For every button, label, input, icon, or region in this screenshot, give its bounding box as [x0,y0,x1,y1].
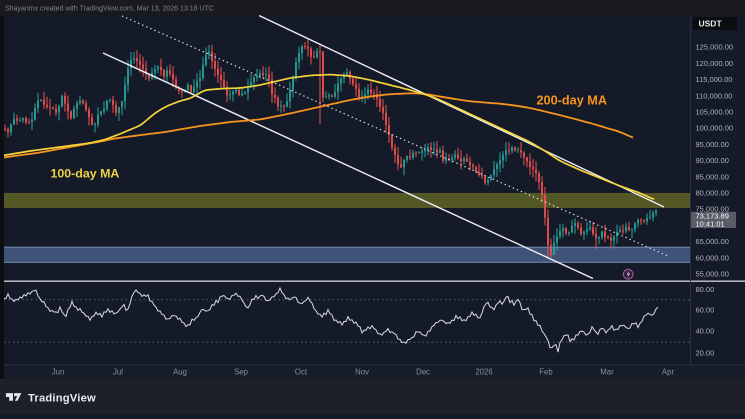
svg-text:105,000.00: 105,000.00 [696,108,734,117]
svg-text:60.00: 60.00 [696,306,715,315]
svg-text:75,000.00: 75,000.00 [696,205,729,214]
svg-text:200-day MA: 200-day MA [537,94,608,108]
svg-text:Apr: Apr [662,367,675,376]
svg-text:2026: 2026 [475,367,492,376]
svg-text:80.00: 80.00 [696,285,715,294]
svg-text:100,000.00: 100,000.00 [696,124,734,133]
svg-text:65,000.00: 65,000.00 [696,237,729,246]
svg-text:120,000.00: 120,000.00 [696,59,734,68]
svg-text:95,000.00: 95,000.00 [696,140,729,149]
svg-text:110,000.00: 110,000.00 [696,91,733,100]
svg-text:Nov: Nov [355,367,369,376]
svg-text:60,000.00: 60,000.00 [696,253,729,262]
svg-text:55,000.00: 55,000.00 [696,270,729,279]
svg-text:Oct: Oct [295,367,308,376]
svg-text:Feb: Feb [539,367,553,376]
svg-text:10:41:01: 10:41:01 [696,219,725,228]
svg-text:Shayanmx created with TradingV: Shayanmx created with TradingView.com, M… [5,5,214,12]
svg-text:73,173.89: 73,173.89 [696,212,729,221]
svg-text:Aug: Aug [173,367,187,376]
svg-text:100-day MA: 100-day MA [51,167,120,181]
svg-text:90,000.00: 90,000.00 [696,156,729,165]
svg-text:85,000.00: 85,000.00 [696,172,729,181]
svg-text:Mar: Mar [600,367,614,376]
svg-text:80,000.00: 80,000.00 [696,189,729,198]
svg-text:20.00: 20.00 [696,349,715,358]
svg-text:USDT: USDT [699,18,723,28]
svg-text:Jul: Jul [113,367,123,376]
svg-text:Sep: Sep [234,367,249,376]
svg-text:TradingView: TradingView [28,392,96,404]
svg-text:115,000.00: 115,000.00 [696,75,733,84]
svg-text:Dec: Dec [416,367,430,376]
svg-text:40.00: 40.00 [696,327,715,336]
svg-text:Jun: Jun [52,367,65,376]
svg-text:125,000.00: 125,000.00 [696,43,734,52]
